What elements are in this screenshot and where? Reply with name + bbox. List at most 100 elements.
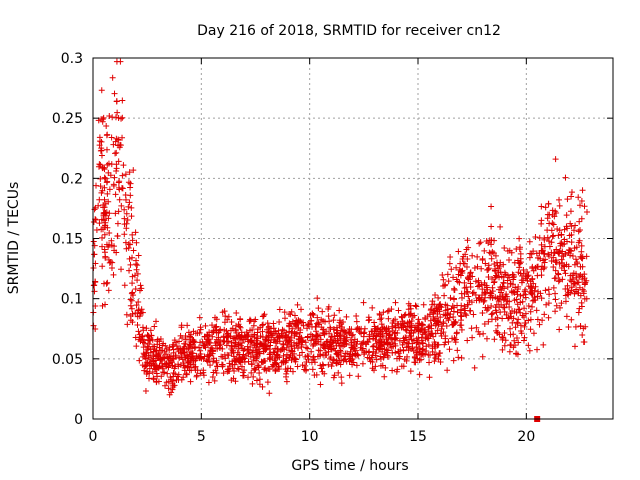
data-point <box>232 327 239 334</box>
data-point <box>549 233 556 240</box>
data-point <box>422 314 429 321</box>
data-point <box>142 363 149 370</box>
data-point <box>215 339 222 346</box>
data-point <box>490 279 497 286</box>
data-point <box>267 342 274 349</box>
data-point <box>346 325 353 332</box>
data-point <box>238 363 245 370</box>
data-point <box>432 291 439 298</box>
data-point <box>326 318 333 325</box>
data-point <box>500 274 507 281</box>
data-point <box>512 284 519 291</box>
data-point <box>472 278 479 285</box>
data-point <box>187 357 194 364</box>
data-point <box>179 356 186 363</box>
data-point <box>471 265 478 272</box>
data-point <box>563 313 570 320</box>
data-point <box>380 354 387 361</box>
data-point <box>331 345 338 352</box>
data-point <box>96 196 103 203</box>
data-point <box>327 355 334 362</box>
data-point <box>556 277 563 284</box>
data-point <box>418 334 425 341</box>
data-point <box>237 324 244 331</box>
data-point <box>250 354 257 361</box>
data-point <box>420 301 427 308</box>
data-point <box>331 312 338 319</box>
data-point <box>437 330 444 337</box>
data-point <box>411 312 418 319</box>
data-point <box>139 353 146 360</box>
data-point <box>116 196 123 203</box>
data-point <box>172 352 179 359</box>
data-point <box>112 138 119 145</box>
data-point <box>314 314 321 321</box>
data-point <box>510 274 517 281</box>
data-point <box>121 282 128 289</box>
data-point <box>405 340 412 347</box>
data-point <box>338 380 345 387</box>
data-point <box>358 325 365 332</box>
data-point <box>225 368 232 375</box>
data-point <box>177 349 184 356</box>
data-point <box>265 365 272 372</box>
data-point <box>201 333 208 340</box>
data-point <box>211 324 218 331</box>
data-point <box>288 342 295 349</box>
data-point <box>157 347 164 354</box>
data-point <box>286 322 293 329</box>
x-tick-label: 20 <box>517 429 535 445</box>
data-point <box>450 357 457 364</box>
data-point <box>279 326 286 333</box>
data-point <box>100 204 107 211</box>
x-axis-label: GPS time / hours <box>291 458 408 474</box>
data-point <box>124 216 131 223</box>
data-point <box>279 333 286 340</box>
data-point <box>552 156 559 163</box>
data-point <box>321 330 328 337</box>
data-point <box>339 328 346 335</box>
data-point <box>170 341 177 348</box>
data-point <box>133 266 140 273</box>
data-point <box>583 295 590 302</box>
data-point <box>229 358 236 365</box>
data-point <box>186 367 193 374</box>
data-point <box>186 341 193 348</box>
data-point <box>578 198 585 205</box>
data-point <box>245 358 252 365</box>
data-point <box>223 334 230 341</box>
data-point <box>99 263 106 270</box>
data-point <box>180 362 187 369</box>
data-point <box>224 331 231 338</box>
data-point <box>98 226 105 233</box>
data-point <box>479 286 486 293</box>
data-point <box>192 367 199 374</box>
data-point <box>565 323 572 330</box>
data-point <box>292 320 299 327</box>
data-point <box>469 252 476 259</box>
data-point <box>218 353 225 360</box>
data-point <box>481 289 488 296</box>
data-point <box>294 363 301 370</box>
data-point <box>388 306 395 313</box>
data-point <box>448 266 455 273</box>
data-point <box>286 347 293 354</box>
data-point <box>123 311 130 318</box>
data-point <box>113 168 120 175</box>
data-point <box>143 349 150 356</box>
data-point <box>104 279 111 286</box>
y-tick-label: 0.05 <box>52 352 83 368</box>
data-point <box>384 353 391 360</box>
data-point <box>298 306 305 313</box>
data-point <box>117 58 124 65</box>
data-point <box>419 339 426 346</box>
data-point <box>170 370 177 377</box>
data-point <box>347 348 354 355</box>
data-point <box>262 346 269 353</box>
data-point <box>164 370 171 377</box>
data-point <box>360 339 367 346</box>
data-point <box>459 270 466 277</box>
data-point <box>505 315 512 322</box>
data-point <box>90 238 97 245</box>
data-point <box>114 109 121 116</box>
